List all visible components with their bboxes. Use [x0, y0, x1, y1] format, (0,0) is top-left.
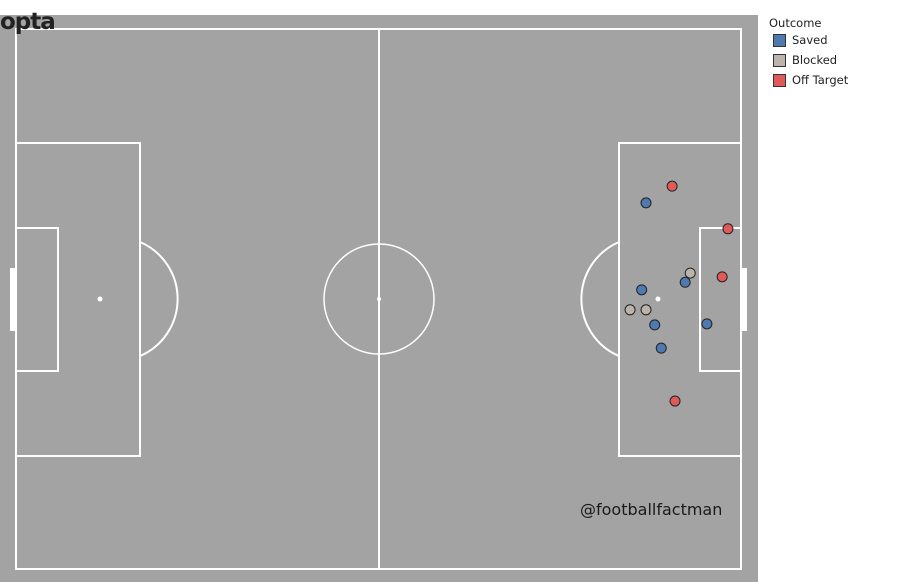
opta-logo: opta: [0, 9, 56, 35]
legend-label: Off Target: [792, 73, 849, 87]
legend-title: Outcome: [769, 16, 822, 30]
watermark: @footballfactman: [580, 500, 723, 519]
legend: Outcome Saved Blocked Off Target: [769, 16, 848, 90]
shot-saved: [640, 197, 652, 209]
shot-off-target: [669, 395, 681, 407]
shot-blocked: [624, 304, 636, 316]
shot-off-target: [722, 223, 734, 235]
centre-spot: [377, 297, 381, 301]
shot-saved: [655, 342, 667, 354]
right-penalty-spot: [655, 296, 661, 302]
shot-saved: [701, 318, 713, 330]
left-penalty-spot: [97, 296, 103, 302]
left-goal: [10, 268, 16, 331]
legend-label: Saved: [792, 33, 828, 47]
legend-swatch-off-target: [773, 73, 786, 87]
legend-item-blocked: Blocked: [773, 50, 848, 70]
left-penalty-arc: [139, 241, 179, 357]
legend-label: Blocked: [792, 53, 838, 67]
centre-circle: [323, 243, 435, 355]
legend-item-saved: Saved: [773, 30, 848, 50]
shot-saved: [649, 319, 661, 331]
right-goal: [741, 268, 747, 331]
shot-blocked: [684, 267, 696, 279]
shot-off-target: [716, 271, 728, 283]
shot-saved: [636, 284, 648, 296]
legend-swatch-saved: [773, 33, 786, 47]
right-penalty-arc: [580, 241, 620, 357]
shot-saved: [679, 276, 691, 288]
legend-swatch-blocked: [773, 53, 786, 67]
shot-off-target: [666, 180, 678, 192]
legend-item-off-target: Off Target: [773, 70, 848, 90]
shot-blocked: [640, 304, 652, 316]
